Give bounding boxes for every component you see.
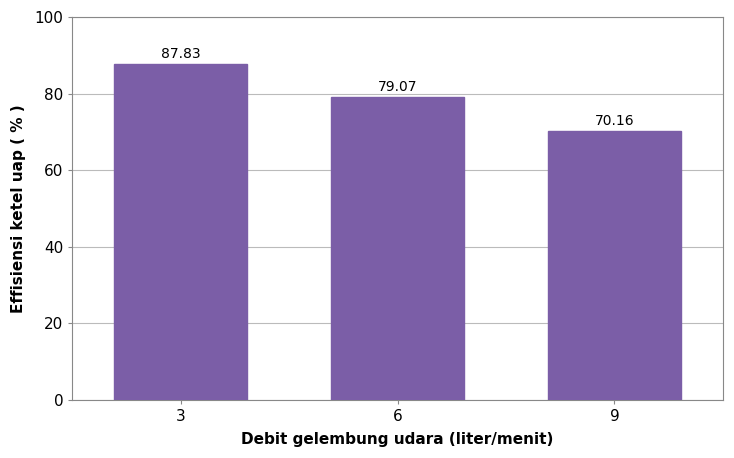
Y-axis label: Effisiensi ketel uap ( % ): Effisiensi ketel uap ( % ) xyxy=(11,104,26,313)
X-axis label: Debit gelembung udara (liter/menit): Debit gelembung udara (liter/menit) xyxy=(241,432,554,447)
Text: 70.16: 70.16 xyxy=(595,114,634,128)
Bar xyxy=(331,97,464,399)
Text: 87.83: 87.83 xyxy=(161,47,200,60)
Text: 79.07: 79.07 xyxy=(378,80,418,94)
Bar xyxy=(115,64,247,399)
Bar xyxy=(548,131,681,399)
